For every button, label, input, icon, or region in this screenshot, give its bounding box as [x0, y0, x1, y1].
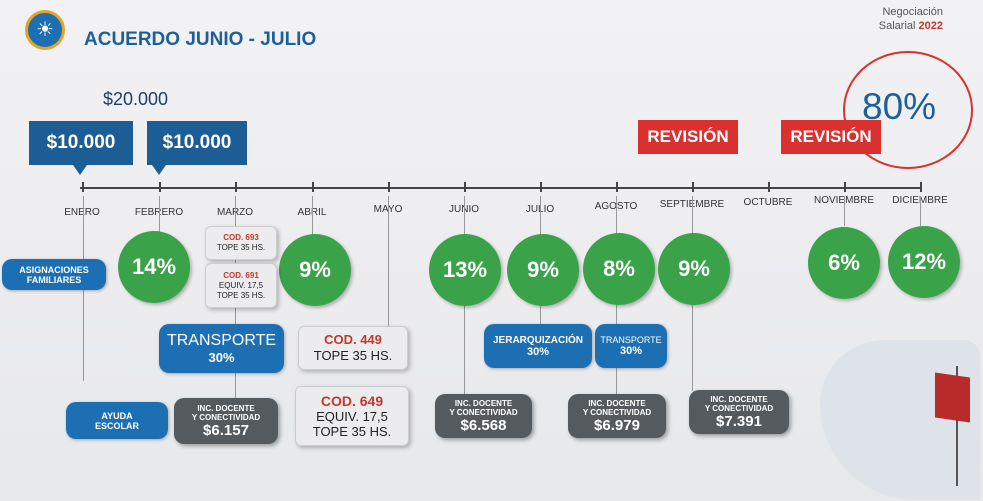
flag-icon — [935, 372, 970, 423]
province-logo-icon: ☀ — [25, 10, 65, 50]
cod449-code: COD. 449 — [324, 332, 382, 347]
cod691-equiv: EQUIV. 17,5 — [218, 280, 264, 290]
transporte-agosto-percent: 30% — [619, 345, 643, 357]
increase-abril: 9% — [279, 234, 351, 306]
increase-febrero: 14% — [118, 231, 190, 303]
inc-docente-octubre-l2: Y CONECTIVIDAD — [704, 403, 774, 413]
year-text: 2022 — [918, 20, 943, 32]
tick-marzo — [235, 182, 237, 192]
cod691-tope: TOPE 35 HS. — [216, 290, 266, 300]
month-octubre: OCTUBRE — [743, 197, 793, 208]
fixed-sum-total: $20.000 — [103, 89, 169, 109]
marzo-cod693-card: COD. 693 TOPE 35 HS. — [205, 226, 277, 260]
inc-docente-agosto-l2: Y CONECTIVIDAD — [582, 407, 652, 417]
cod649-equiv: EQUIV. 17,5 — [316, 408, 388, 424]
dropline-febrero — [159, 196, 160, 236]
increase-junio: 13% — [429, 234, 501, 306]
tick-diciembre — [920, 182, 922, 192]
tick-junio — [464, 182, 466, 192]
transporte-label: TRANSPORTE — [166, 332, 277, 349]
transporte-febrero-pill: TRANSPORTE 30% — [159, 324, 284, 373]
dropline-noviembre — [844, 196, 845, 226]
inc-docente-junio-card: INC. DOCENTE Y CONECTIVIDAD $6.568 — [435, 394, 532, 438]
tick-enero — [82, 182, 84, 192]
asignaciones-label-line1: ASIGNACIONES — [19, 264, 89, 275]
inc-docente-agosto-card: INC. DOCENTE Y CONECTIVIDAD $6.979 — [568, 394, 666, 438]
cod649-tope: TOPE 35 HS. — [312, 423, 392, 439]
cod449-tope: TOPE 35 HS. — [313, 348, 393, 363]
tick-octubre — [768, 182, 770, 192]
month-enero: ENERO — [64, 207, 100, 218]
month-marzo: MARZO — [190, 207, 280, 218]
cod693-code: COD. 693 — [223, 233, 259, 242]
revision-badge-septiembre: REVISIÓN — [638, 120, 738, 154]
cod449-card: COD. 449 TOPE 35 HS. — [298, 326, 408, 370]
increase-julio: 9% — [507, 234, 579, 306]
transporte-percent: 30% — [208, 350, 235, 365]
increase-septiembre: 9% — [658, 233, 730, 305]
cod691-code: COD. 691 — [223, 270, 259, 280]
fixed-sum-febrero: $10.000 — [147, 121, 247, 165]
total-percent: 80% — [862, 86, 937, 127]
inc-docente-junio-l1: INC. DOCENTE — [454, 398, 513, 408]
cod649-card: COD. 649 EQUIV. 17,5 TOPE 35 HS. — [295, 386, 409, 446]
ayuda-label-line1: AYUDA — [101, 410, 133, 421]
asignaciones-label-line2: FAMILIARES — [26, 274, 82, 285]
cod649-code: COD. 649 — [320, 392, 384, 409]
ayuda-label-line2: ESCOLAR — [94, 420, 139, 431]
tick-febrero — [159, 182, 161, 192]
inc-docente-marzo-amount: $6.157 — [203, 421, 249, 439]
tick-noviembre — [844, 182, 846, 192]
dropline-abril — [312, 196, 313, 256]
inc-docente-octubre-amount: $7.391 — [716, 412, 762, 430]
revision-badge-noviembre: REVISIÓN — [781, 120, 881, 154]
cod693-tope: TOPE 35 HS. — [216, 243, 266, 252]
negociacion-year-label: Salarial 2022 — [879, 20, 943, 32]
page-title: ACUERDO JUNIO - JULIO — [84, 29, 317, 50]
month-noviembre: NOVIEMBRE — [799, 195, 889, 206]
inc-docente-agosto-l1: INC. DOCENTE — [588, 398, 646, 408]
tick-agosto — [616, 182, 618, 192]
tick-septiembre — [692, 182, 694, 192]
inc-docente-junio-amount: $6.568 — [460, 416, 507, 434]
dropline-mayo — [388, 196, 389, 331]
inc-docente-marzo-card: INC. DOCENTE Y CONECTIVIDAD $6.157 — [174, 398, 278, 444]
jerarquizacion-pill: JERARQUIZACIÓN 30% — [484, 324, 592, 368]
negociacion-label: Negociación — [882, 6, 943, 18]
marzo-cod691-card: COD. 691 EQUIV. 17,5 TOPE 35 HS. — [205, 263, 277, 308]
transporte-agosto-label: TRANSPORTE — [600, 335, 662, 345]
inc-docente-agosto-amount: $6.979 — [594, 416, 640, 434]
inc-docente-marzo-l2: Y CONECTIVIDAD — [191, 412, 261, 422]
inc-docente-junio-l2: Y CONECTIVIDAD — [449, 407, 518, 417]
inc-docente-octubre-l1: INC. DOCENTE — [710, 394, 768, 404]
timeline-axis — [80, 187, 922, 189]
jerarquizacion-percent: 30% — [526, 345, 550, 358]
transporte-agosto-pill: TRANSPORTE 30% — [595, 324, 667, 368]
inc-docente-marzo-l1: INC. DOCENTE — [197, 403, 255, 413]
increase-diciembre: 12% — [888, 226, 960, 298]
dropline-diciembre — [920, 196, 921, 226]
ayuda-escolar-label: AYUDA ESCOLAR — [66, 402, 168, 439]
pointer-febrero — [152, 165, 166, 175]
inc-docente-octubre-card: INC. DOCENTE Y CONECTIVIDAD $7.391 — [689, 390, 789, 434]
flagpole — [956, 366, 958, 486]
tick-abril — [312, 182, 314, 192]
tick-julio — [540, 182, 542, 192]
increase-noviembre: 6% — [808, 227, 880, 299]
pointer-enero — [73, 165, 87, 175]
increase-agosto: 8% — [583, 233, 655, 305]
month-agosto: AGOSTO — [571, 201, 661, 212]
salarial-text: Salarial — [878, 20, 916, 32]
jerarquizacion-label: JERARQUIZACIÓN — [492, 334, 583, 346]
tick-mayo — [388, 182, 390, 192]
asignaciones-familiares-label: ASIGNACIONES FAMILIARES — [2, 259, 106, 290]
total-percent-circle — [843, 51, 973, 169]
fixed-sum-enero: $10.000 — [29, 121, 133, 165]
